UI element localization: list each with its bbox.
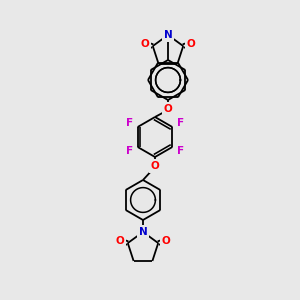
Text: O: O	[161, 236, 170, 246]
Text: N: N	[139, 227, 147, 237]
Text: O: O	[164, 104, 172, 114]
Text: F: F	[126, 146, 134, 157]
Text: O: O	[141, 39, 149, 49]
Text: O: O	[116, 236, 124, 246]
Text: N: N	[164, 30, 172, 40]
Text: F: F	[177, 118, 184, 128]
Text: F: F	[177, 146, 184, 157]
Text: F: F	[126, 118, 134, 128]
Text: O: O	[187, 39, 195, 49]
Text: O: O	[151, 161, 159, 171]
